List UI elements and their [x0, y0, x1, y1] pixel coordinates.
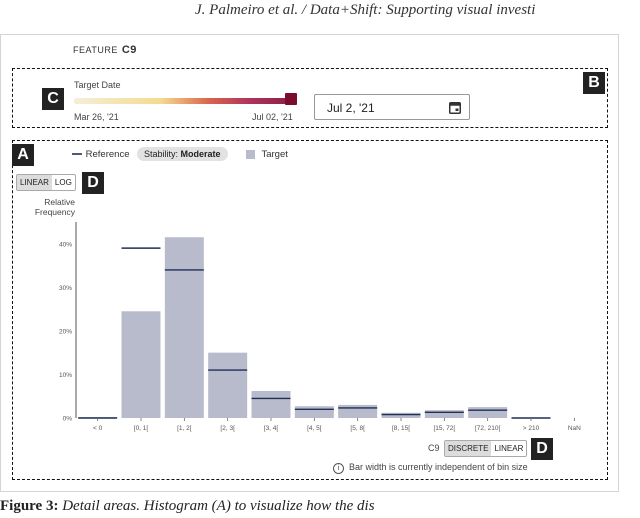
y-tick-label: 0% — [63, 416, 73, 423]
stability-prefix: Stability: — [144, 149, 179, 159]
y-tick-label: 40% — [59, 241, 72, 248]
date-slider-fill — [74, 98, 292, 104]
date-panel-box — [12, 68, 608, 128]
tag-d-scale: D — [82, 172, 104, 194]
bin-discrete-button[interactable]: DISCRETE — [445, 441, 492, 456]
x-tick-label: [4, 5[ — [307, 425, 322, 432]
target-swatch — [246, 149, 255, 159]
feature-title: FEATURE C9 — [73, 44, 137, 56]
legend-target-label: Target — [261, 149, 288, 160]
caption-text: Detail areas. Histogram (A) to visualize… — [62, 498, 375, 514]
bin-mode-toggle: DISCRETE LINEAR — [444, 440, 528, 457]
legend-target: Target — [246, 149, 288, 160]
bin-feature-label: C9 — [428, 443, 440, 453]
tag-b: B — [583, 72, 605, 94]
stability-value: Moderate — [180, 149, 221, 159]
tag-d-bins: D — [531, 438, 553, 460]
caption-label: Figure 3: — [0, 498, 59, 514]
histogram-panel-box — [12, 140, 608, 480]
x-tick-label: [8, 15[ — [392, 425, 410, 432]
info-note: i Bar width is currently independent of b… — [333, 462, 528, 474]
target-bar — [121, 311, 161, 418]
stability-badge: Stability: Moderate — [137, 147, 228, 161]
y-axis-label-line2: Frequency — [35, 207, 76, 217]
x-tick-label: > 210 — [523, 425, 540, 432]
date-slider-handle[interactable] — [285, 93, 297, 105]
tag-c: C — [42, 88, 64, 110]
date-end-label: Jul 02, '21 — [252, 112, 293, 122]
target-bar — [338, 404, 378, 418]
target-bar — [208, 352, 248, 418]
tag-a: A — [12, 144, 34, 166]
calendar-icon[interactable] — [449, 101, 461, 119]
x-tick-label: NaN — [568, 425, 581, 432]
scale-toggle: LINEAR LOG — [16, 174, 76, 191]
y-tick-label: 10% — [59, 372, 72, 379]
feature-name: C9 — [121, 44, 137, 56]
bin-linear-button[interactable]: LINEAR — [494, 444, 524, 453]
y-tick-label: 30% — [59, 285, 72, 292]
reference-line-swatch — [72, 153, 82, 156]
y-tick-label: 20% — [59, 328, 72, 335]
date-input-value: Jul 2, '21 — [327, 101, 375, 115]
x-tick-label: < 0 — [93, 425, 103, 432]
x-tick-label: [5, 8[ — [350, 425, 365, 432]
x-tick-label: [1, 2[ — [177, 425, 192, 432]
x-tick-label: [3, 4[ — [264, 425, 279, 432]
target-bar — [251, 390, 291, 418]
x-tick-label: [2, 3[ — [220, 425, 235, 432]
target-bar — [164, 237, 204, 418]
x-tick-label: [0, 1[ — [134, 425, 149, 432]
figure-caption: Figure 3: Detail areas. Histogram (A) to… — [0, 498, 375, 515]
legend-reference: Reference — [72, 149, 129, 160]
target-bar — [424, 410, 464, 418]
date-input[interactable]: Jul 2, '21 — [314, 94, 470, 120]
target-bar — [381, 412, 421, 418]
feature-label: FEATURE — [73, 45, 118, 55]
x-tick-label: [15, 72[ — [433, 425, 455, 432]
target-bar — [294, 406, 334, 418]
running-header: J. Palmeiro et al. / Data+Shift: Support… — [195, 2, 536, 18]
x-tick-label: [72, 210[ — [475, 425, 500, 432]
legend-reference-label: Reference — [85, 149, 130, 160]
info-note-text: Bar width is currently independent of bi… — [349, 462, 528, 472]
info-icon: i — [333, 463, 344, 474]
scale-linear-button[interactable]: LINEAR — [17, 175, 52, 190]
scale-log-button[interactable]: LOG — [54, 178, 72, 187]
y-axis-label-line1: Relative — [44, 197, 75, 207]
date-start-label: Mar 26, '21 — [74, 112, 119, 122]
target-bar — [468, 407, 508, 418]
target-date-label: Target Date — [74, 80, 121, 90]
